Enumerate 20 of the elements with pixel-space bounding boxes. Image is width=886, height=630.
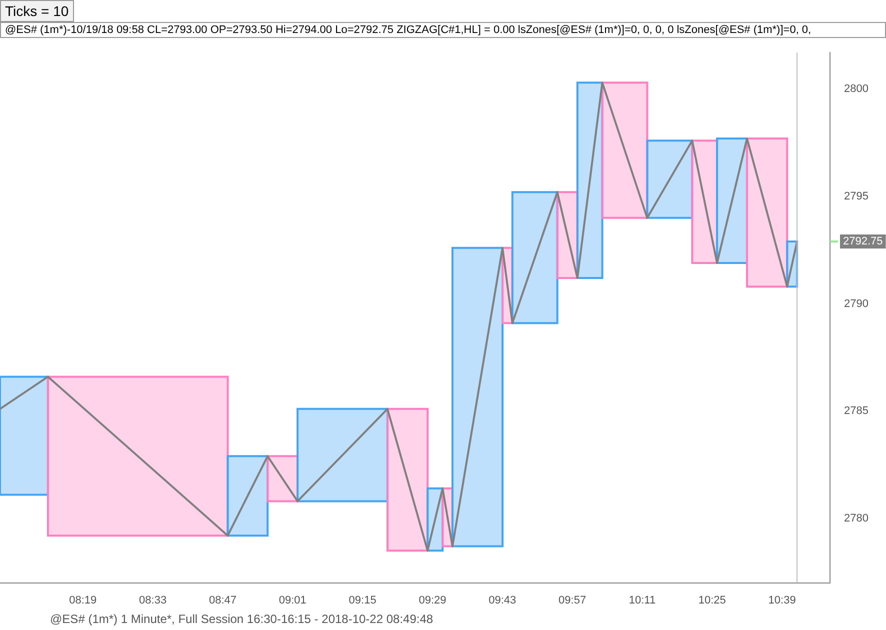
y-tick-label: 2785 (844, 405, 868, 418)
x-tick-label: 09:57 (558, 594, 586, 606)
x-tick-label: 08:19 (69, 594, 97, 606)
x-tick-label: 08:33 (139, 594, 167, 606)
x-tick-label: 10:39 (768, 594, 796, 606)
chart-title: Ticks = 10 (0, 0, 74, 22)
x-tick-label: 09:29 (418, 594, 446, 606)
x-tick-label: 10:25 (698, 594, 726, 606)
y-tick-label: 2800 (844, 83, 868, 96)
text: @ES# (1m*) 1 Minute*, Full Session 16:30-16:15 - 2018-10-22 08:49:48 (50, 612, 434, 626)
x-tick-label: 09:15 (348, 594, 376, 606)
text: 2792.75 (843, 236, 883, 248)
x-tick-label: 08:47 (208, 594, 236, 606)
x-tick-label: 09:01 (278, 594, 306, 606)
y-tick-label: 2790 (844, 298, 868, 310)
x-tick-label: 10:11 (628, 594, 656, 606)
x-tick-label: 09:43 (488, 594, 516, 606)
y-tick-label: 2780 (844, 512, 868, 524)
y-tick-label: 2795 (844, 190, 868, 202)
chart-subtitle: @ES# (1m*)-10/19/18 09:58 CL=2793.00 OP=2793.50 Hi=2794.00 Lo=2792.75 ZIGZAG[C#1,HL] = 0.00 lsZones[@ES# (1m*)]=0, 0, 0, 0 lsZones[@ES# (1m*)]=0, 0, (0, 22, 886, 38)
